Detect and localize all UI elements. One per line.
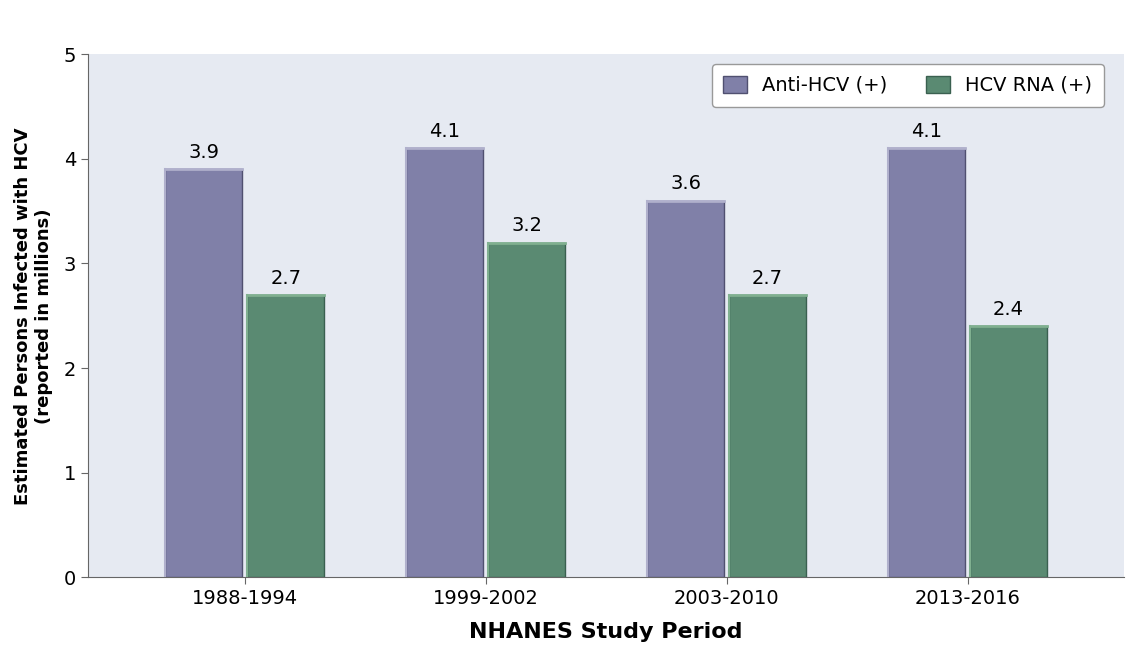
Bar <box>488 243 566 577</box>
Text: 4.1: 4.1 <box>429 122 460 141</box>
Text: 3.6: 3.6 <box>670 174 701 194</box>
Bar <box>247 295 324 577</box>
X-axis label: NHANES Study Period: NHANES Study Period <box>469 622 743 642</box>
Bar <box>406 148 484 577</box>
Text: 3.9: 3.9 <box>188 143 220 162</box>
Bar <box>888 148 965 577</box>
Text: 3.2: 3.2 <box>511 216 542 236</box>
Bar <box>729 295 806 577</box>
Bar <box>165 169 242 577</box>
Legend: Anti-HCV (+), HCV RNA (+): Anti-HCV (+), HCV RNA (+) <box>711 64 1104 107</box>
Text: 2.7: 2.7 <box>752 268 783 287</box>
Text: 2.4: 2.4 <box>993 300 1024 319</box>
Text: 4.1: 4.1 <box>912 122 942 141</box>
Bar <box>648 201 724 577</box>
Text: 2.7: 2.7 <box>270 268 302 287</box>
Bar <box>970 326 1047 577</box>
Y-axis label: Estimated Persons Infected with HCV
(reported in millions): Estimated Persons Infected with HCV (rep… <box>14 127 52 504</box>
